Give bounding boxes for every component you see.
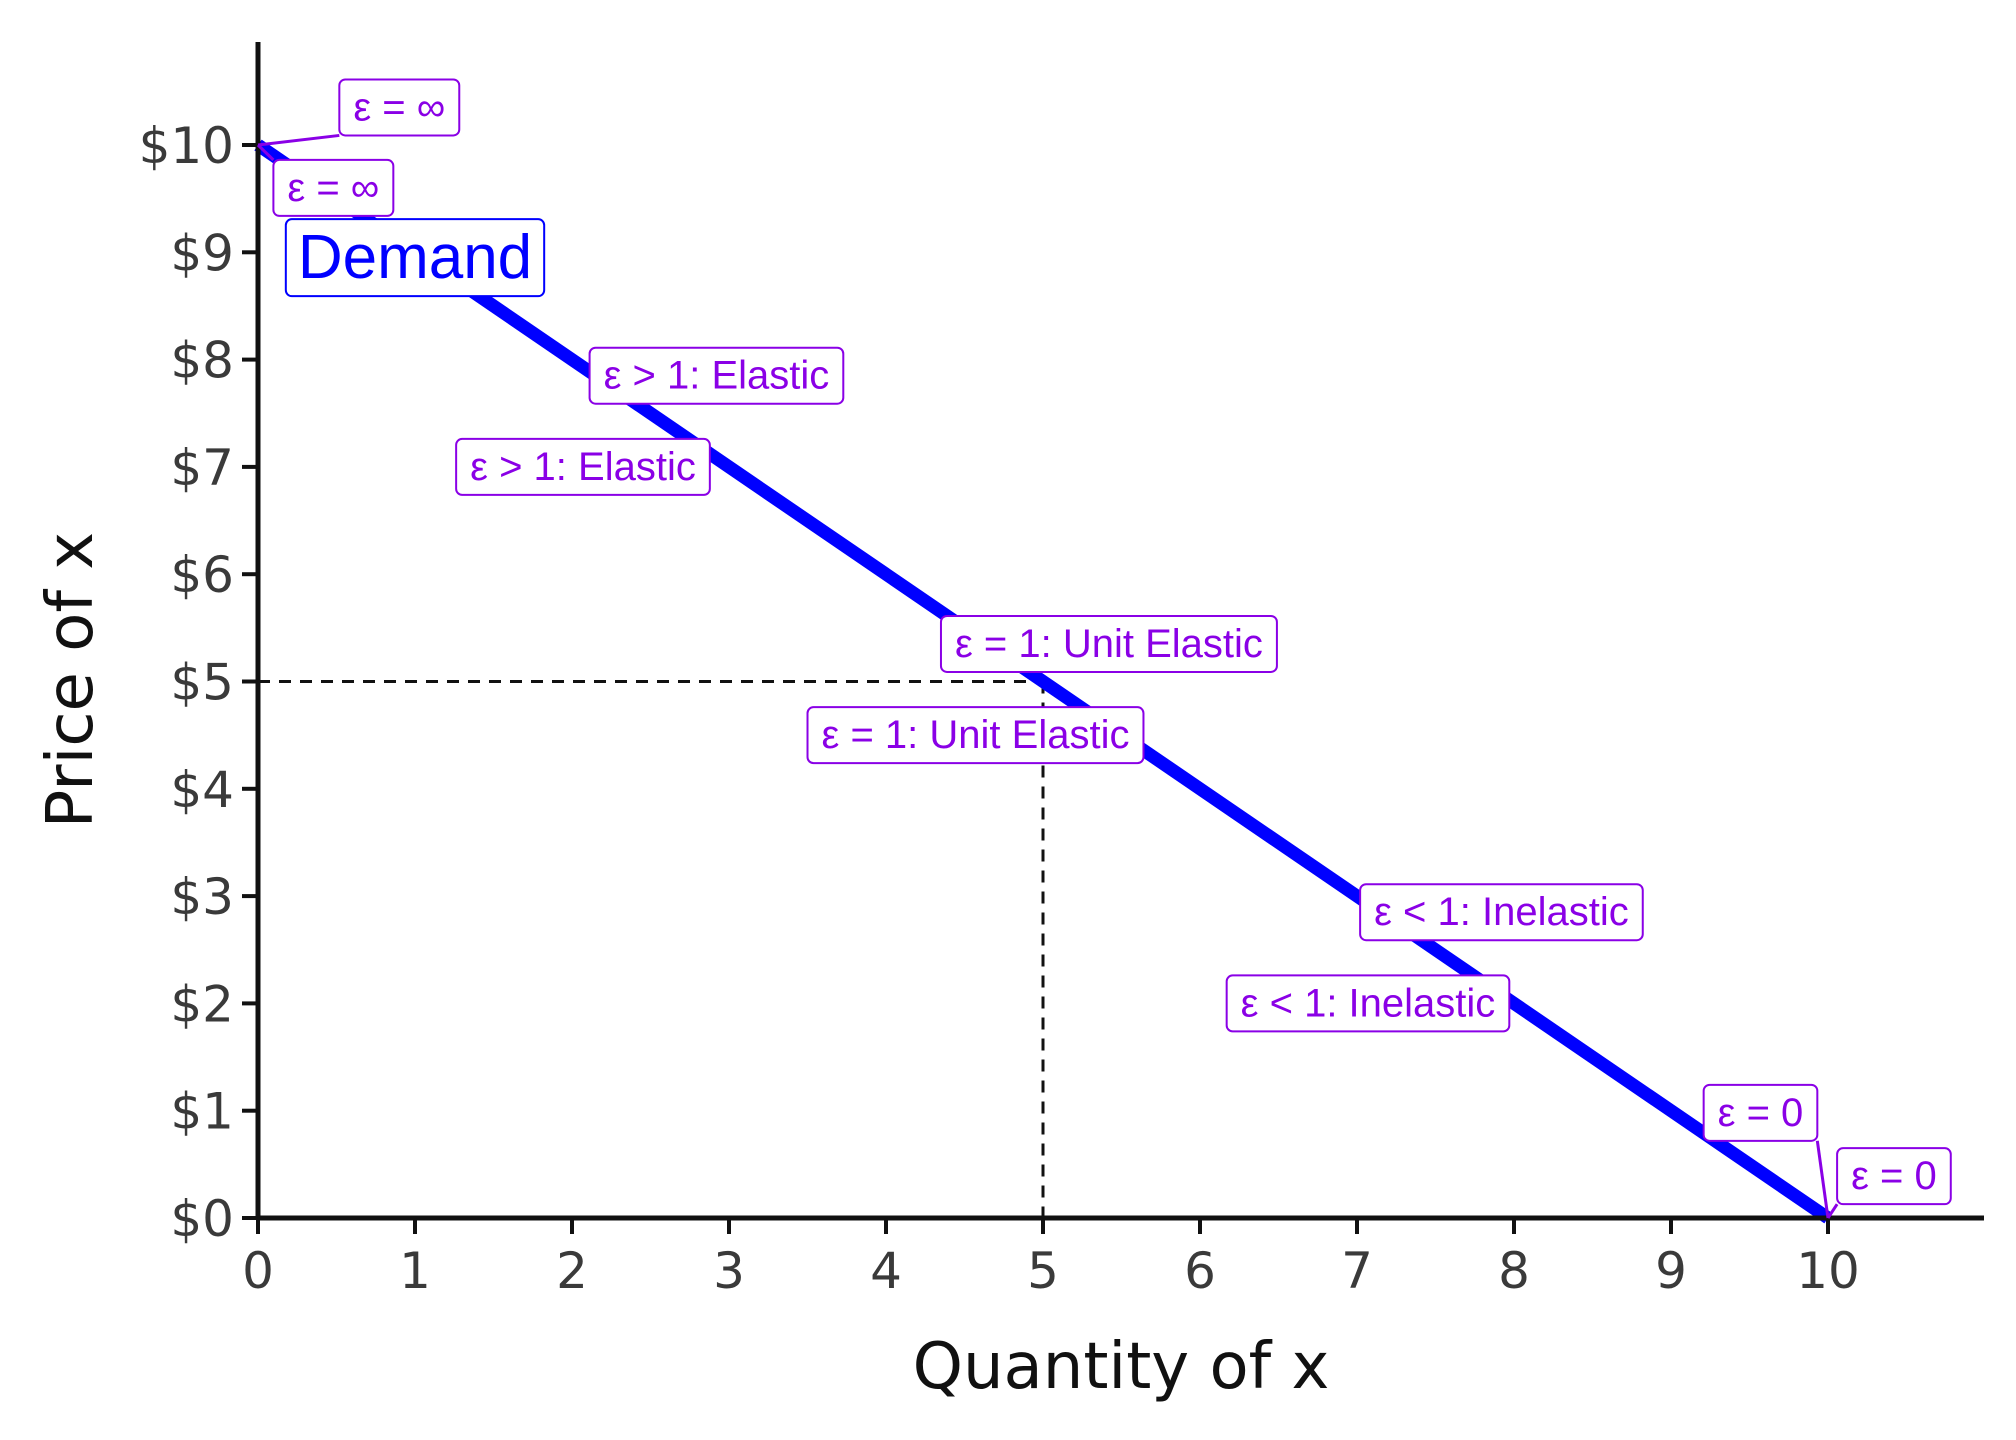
- elasticity-annotation: ε < 1: Inelastic: [1225, 974, 1511, 1033]
- elasticity-annotation-text: ε = 1: Unit Elastic: [955, 622, 1263, 666]
- elasticity-annotation-text: ε < 1: Inelastic: [1241, 981, 1496, 1025]
- elasticity-annotation: ε = 0: [1836, 1147, 1952, 1206]
- x-axis-title: Quantity of x: [913, 1330, 1330, 1404]
- x-tick-label: 5: [1027, 1242, 1059, 1300]
- x-tick-label: 6: [1184, 1242, 1216, 1300]
- elasticity-annotation: ε > 1: Elastic: [588, 346, 845, 405]
- annotation-leaders: [256, 133, 1839, 1219]
- elasticity-annotation-text: ε = 0: [1851, 1154, 1937, 1198]
- elasticity-annotation-text: ε > 1: Elastic: [604, 354, 830, 398]
- y-tick-label: $6: [170, 546, 234, 604]
- y-tick-label: $8: [170, 332, 234, 390]
- elasticity-annotation: ε = 1: Unit Elastic: [939, 614, 1278, 673]
- annotations: Demand ε = ∞ ε = ∞ ε > 1: Elastic ε > 1: Ela…: [272, 78, 1952, 1206]
- axes: [255, 42, 1984, 1221]
- elasticity-annotation-text: ε > 1: Elastic: [470, 445, 696, 489]
- x-tick-label: 1: [399, 1242, 431, 1300]
- y-tick-label: $7: [170, 439, 234, 497]
- elasticity-annotation-text: ε = ∞: [353, 85, 445, 129]
- annotation-leader-line: [256, 143, 275, 161]
- elasticity-annotation: ε > 1: Elastic: [455, 437, 711, 496]
- annotation-leader-line: [257, 133, 340, 147]
- y-tick-label: $5: [170, 654, 234, 712]
- elasticity-annotation: ε = ∞: [272, 158, 395, 217]
- y-tick-label: $0: [170, 1190, 234, 1248]
- annotation-leader-line: [1815, 1140, 1830, 1219]
- y-tick-label: $9: [170, 224, 234, 282]
- x-tick-label: 2: [556, 1242, 588, 1300]
- elasticity-annotation: ε = ∞: [338, 78, 461, 137]
- x-tick-label: 3: [713, 1242, 745, 1300]
- ticks: 0 1 2 3 4 5 6 7 8 9 10 $0 $1 $2 $3 $4 $5 $6 $7 $8 $9 $10: [139, 117, 1860, 1300]
- y-tick-label: $1: [170, 1083, 234, 1141]
- elasticity-annotation-text: ε = ∞: [287, 166, 379, 210]
- annotation-leader-line: [1826, 1203, 1839, 1219]
- series-layer: [254, 139, 1832, 1224]
- x-tick-label: 0: [242, 1242, 274, 1300]
- y-tick-label: $10: [139, 117, 234, 175]
- reference-lines: [258, 680, 1045, 1218]
- x-tick-label: 8: [1498, 1242, 1530, 1300]
- elasticity-annotation: ε < 1: Inelastic: [1359, 883, 1644, 942]
- elasticity-annotation-text: ε < 1: Inelastic: [1374, 890, 1629, 934]
- demand-label-text: Demand: [298, 223, 532, 292]
- demand-label: Demand: [284, 218, 546, 298]
- elasticity-annotation-text: ε = 1: Unit Elastic: [822, 713, 1130, 757]
- x-tick-label: 4: [870, 1242, 902, 1300]
- elasticity-annotation: ε = 1: Unit Elastic: [806, 706, 1145, 765]
- elasticity-annotation-text: ε = 0: [1718, 1091, 1804, 1135]
- y-tick-label: $4: [170, 761, 234, 819]
- y-axis-title: Price of x: [34, 532, 108, 828]
- demand-line: [254, 139, 1832, 1224]
- x-tick-label: 9: [1655, 1242, 1687, 1300]
- x-tick-label: 7: [1341, 1242, 1373, 1300]
- y-tick-label: $3: [170, 868, 234, 926]
- elasticity-annotation: ε = 0: [1702, 1083, 1819, 1142]
- y-tick-label: $2: [170, 975, 234, 1033]
- x-tick-label: 10: [1796, 1242, 1860, 1300]
